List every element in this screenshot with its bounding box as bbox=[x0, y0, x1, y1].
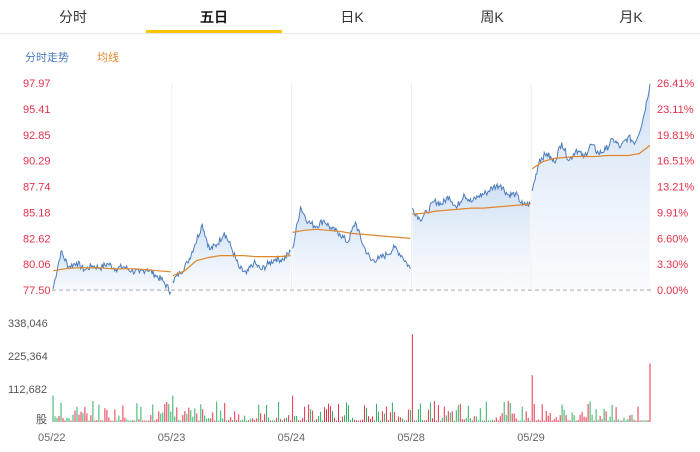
legend-average-line: 均线 bbox=[97, 52, 119, 64]
percent-axis-tick: 13.21% bbox=[657, 182, 695, 194]
percent-axis-tick: 26.41% bbox=[657, 78, 695, 90]
price-axis-tick: 90.29 bbox=[23, 156, 51, 168]
percent-axis-tick: 16.51% bbox=[657, 156, 695, 168]
volume-axis-tick: 338,046 bbox=[8, 318, 48, 330]
price-area-day-3 bbox=[292, 207, 411, 290]
volume-axis-tick: 225,364 bbox=[8, 351, 48, 363]
percent-axis-tick: 9.91% bbox=[657, 207, 688, 219]
price-axis-tick: 95.41 bbox=[23, 104, 51, 116]
percent-axis-tick: 0.00% bbox=[657, 285, 688, 297]
date-axis-tick: 05/29 bbox=[517, 432, 545, 444]
price-axis-tick: 85.18 bbox=[23, 207, 51, 219]
percent-axis-tick: 6.60% bbox=[657, 233, 688, 245]
average-line-day-3 bbox=[292, 228, 411, 239]
tab-weekly-k[interactable]: 周K bbox=[480, 9, 504, 25]
price-line-day-4 bbox=[411, 182, 531, 223]
legend-price-trend: 分时走势 bbox=[25, 52, 69, 64]
price-line-day-3 bbox=[292, 205, 411, 269]
average-line-day-2 bbox=[172, 255, 291, 277]
percent-axis-tick: 23.11% bbox=[657, 104, 694, 116]
percent-axis-tick: 19.81% bbox=[657, 130, 695, 142]
active-tab-indicator bbox=[146, 30, 282, 33]
volume-unit-label: 股 bbox=[36, 413, 47, 426]
price-axis-tick: 87.74 bbox=[23, 182, 51, 194]
price-area-day-5 bbox=[532, 83, 650, 290]
average-line-day-5 bbox=[531, 144, 651, 170]
chart-period-tabs: 分时 五日 日K 周K 月K bbox=[0, 0, 700, 34]
average-line-day-1 bbox=[52, 267, 171, 273]
tab-daily-k[interactable]: 日K bbox=[340, 9, 364, 25]
price-area-day-1 bbox=[53, 250, 171, 294]
tab-five-day[interactable]: 五日 bbox=[200, 9, 228, 25]
price-axis-tick: 92.85 bbox=[23, 130, 51, 142]
percent-axis-tick: 3.30% bbox=[657, 259, 688, 271]
price-line-day-2 bbox=[172, 222, 292, 284]
average-line-day-4 bbox=[412, 203, 531, 215]
date-axis-tick: 05/23 bbox=[158, 432, 186, 444]
price-area-day-2 bbox=[172, 224, 291, 290]
tab-intraday[interactable]: 分时 bbox=[59, 9, 87, 25]
date-axis-tick: 05/28 bbox=[397, 432, 425, 444]
price-area-day-4 bbox=[412, 184, 531, 290]
volume-axis-tick: 112,682 bbox=[8, 384, 47, 396]
date-axis-tick: 05/22 bbox=[38, 432, 66, 444]
tab-monthly-k[interactable]: 月K bbox=[619, 9, 643, 25]
price-axis-tick: 97.97 bbox=[23, 78, 51, 90]
price-axis-tick: 80.06 bbox=[23, 259, 51, 271]
date-axis-tick: 05/24 bbox=[278, 432, 306, 444]
price-axis-tick: 82.62 bbox=[23, 233, 51, 245]
price-axis-tick: 77.50 bbox=[23, 285, 51, 297]
